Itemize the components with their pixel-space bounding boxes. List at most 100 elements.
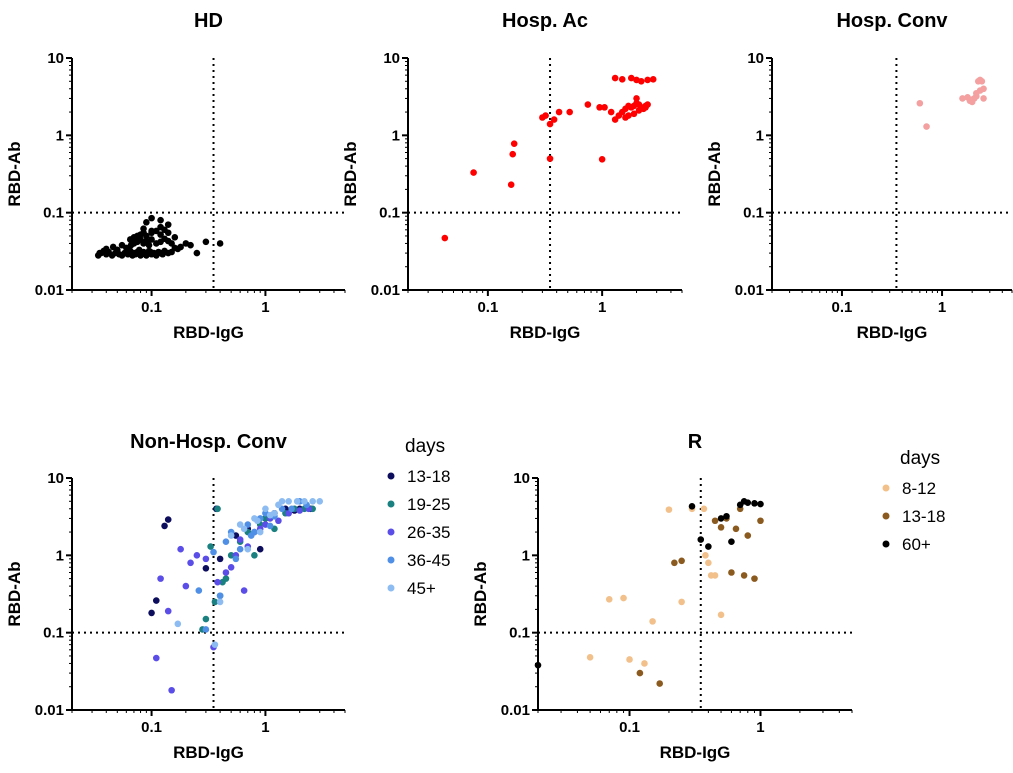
data-point [596,104,603,111]
data-point [168,686,175,694]
data-point [145,241,153,249]
chart-panel-4: Non-Hosp. Conv 0.01 0.1 1 10 0.1 1 RBD-IgG RBD-A… [5,431,450,762]
legend-label: 19-25 [407,495,450,514]
data-point [232,555,240,563]
legend-marker [387,528,395,536]
chart-panel-2: Hosp. Ac 0.01 0.1 1 10 0.1 1 RBD-IgG RBD-Ab [341,10,683,342]
data-point [211,598,219,606]
data-point [507,181,515,188]
y-axis-label: RBD-Ab [471,561,490,626]
series-13-18 [636,505,764,687]
x-tick-label: 0.1 [477,299,498,316]
data-point [244,545,252,553]
data-point [635,107,643,114]
data-point [285,497,292,505]
data-point [216,555,224,563]
y-tick-label: 1 [392,127,400,144]
data-point [636,669,644,677]
data-point [644,76,651,84]
data-point [222,569,230,576]
data-point [293,497,301,505]
data-point [744,532,752,539]
data-point [187,559,194,567]
data-point [980,95,987,102]
data-point [700,505,708,513]
data-point [611,74,619,82]
data-point [187,241,194,249]
data-point [288,505,295,513]
data-point [236,521,244,528]
data-point [601,104,608,111]
y-tick-label: 10 [47,50,64,67]
data-point [542,112,549,119]
y-tick-label: 0.1 [379,205,400,222]
data-point [161,522,168,530]
data-point [550,116,558,123]
data-point [157,216,164,224]
data-point [211,641,219,648]
data-point [555,108,563,116]
data-point [195,587,203,594]
data-point [641,660,648,667]
data-point [193,552,201,559]
data-point [605,596,613,603]
data-point [656,680,664,687]
y-tick-label: 10 [747,50,764,67]
y-tick-label: 10 [383,50,400,67]
legend-label: 60+ [902,535,931,554]
data-point [168,240,175,247]
data-point [193,249,201,257]
legend-title: days [900,448,940,469]
data-point [174,620,182,628]
data-point [923,123,930,130]
legend-marker [387,500,395,508]
data-point [202,564,210,572]
data-point [143,219,150,226]
y-tick-label: 1 [522,547,530,564]
data-point [207,543,214,550]
data-point [626,656,633,663]
data-point [717,524,725,531]
series-60+ [534,497,764,669]
data-point [148,214,155,222]
series-19-25 [199,505,316,633]
y-tick-label: 0.1 [743,205,764,222]
data-point [143,232,150,240]
y-tick-label: 0.01 [35,702,64,719]
data-point [275,501,282,509]
data-point [510,140,518,147]
data-point [244,521,252,528]
y-axis-label: RBD-Ab [341,141,360,206]
legend: days 8-12 13-18 60+ [882,448,945,554]
data-point [216,598,224,606]
data-point [148,227,155,235]
data-point [216,592,224,600]
legend-marker [882,484,890,492]
y-tick-label: 1 [56,127,64,144]
data-point [256,528,264,536]
data-point [566,108,573,116]
data-point [723,512,730,520]
data-point [152,597,160,604]
data-point [256,545,264,553]
data-point [732,525,740,533]
data-point [316,497,324,505]
panel-title: R [688,431,703,453]
x-axis-label: RBD-IgG [857,323,928,342]
legend-marker [882,540,890,548]
data-point [202,555,210,563]
data-point [227,532,235,539]
data-point [202,615,210,623]
data-point [262,515,269,522]
data-point [534,661,542,669]
data-point [598,155,606,163]
data-point [240,587,248,594]
series-13-18 [148,505,315,617]
data-point [702,552,709,559]
data-point [96,249,103,257]
panel-title: HD [194,10,223,32]
data-point [959,95,966,102]
data-point [240,525,248,533]
data-point [649,618,656,625]
data-point [202,626,210,633]
